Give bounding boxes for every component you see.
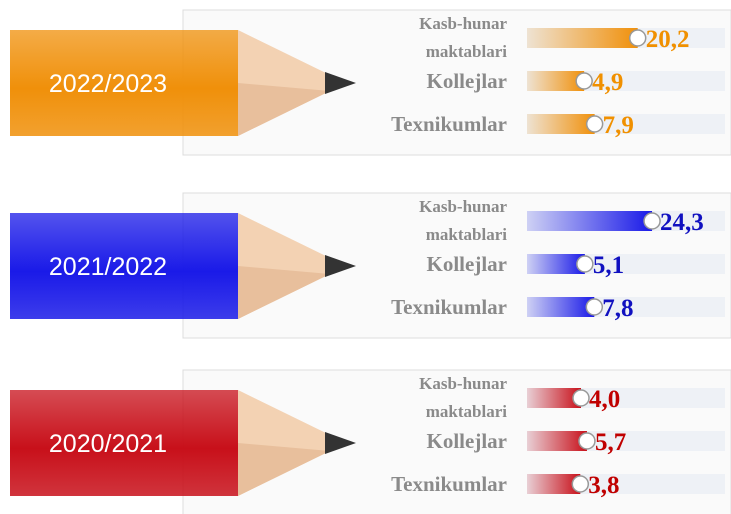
value-label: 5,7	[595, 429, 626, 456]
category-label: Kollejlar	[426, 252, 507, 276]
bar	[527, 71, 585, 91]
bar-knob	[575, 72, 593, 90]
bar-knob	[585, 298, 604, 316]
category-label: Kollejlar	[426, 69, 507, 93]
value-label: 4,0	[589, 386, 620, 413]
value-label: 5,1	[593, 252, 624, 279]
value-label: 24,3	[660, 209, 704, 236]
pencil-wood-shade	[238, 266, 330, 319]
bar-knob	[643, 212, 661, 230]
bar-knob	[578, 432, 596, 450]
pencil-title: 2020/2021	[49, 430, 167, 458]
value-label: 7,8	[602, 295, 633, 322]
bar	[527, 28, 638, 48]
category-label: Texnikumlar	[391, 112, 507, 136]
pencil-lead	[325, 255, 356, 277]
bar-knob	[576, 255, 594, 273]
category-label: Kasb-hunar maktablari	[419, 197, 507, 244]
pencil-title: 2022/2023	[49, 70, 167, 98]
bar	[527, 211, 653, 231]
pencil-wood-shade	[238, 83, 330, 136]
bar	[527, 254, 585, 274]
bar	[527, 474, 581, 494]
pencil-body	[10, 30, 238, 136]
bar	[527, 388, 581, 408]
pencil-lead	[325, 72, 356, 94]
bar-knob	[572, 389, 590, 407]
bar-knob	[628, 29, 647, 47]
category-label: Kasb-hunar maktablari	[419, 374, 507, 421]
value-label: 20,2	[646, 26, 690, 53]
pencil-wood-shade	[238, 443, 330, 496]
value-label: 7,9	[603, 112, 634, 139]
category-label: Kollejlar	[426, 429, 507, 453]
pencil-title: 2021/2022	[49, 253, 167, 281]
bar-knob	[585, 115, 604, 133]
bar	[527, 114, 595, 134]
bar	[527, 431, 587, 451]
bar-knob	[571, 475, 590, 493]
bar	[527, 297, 595, 317]
category-label: Texnikumlar	[391, 295, 507, 319]
pencil-lead	[325, 432, 356, 454]
value-label: 3,8	[588, 472, 619, 499]
pencil-body	[10, 390, 238, 496]
category-label: Kasb-hunar maktablari	[419, 14, 507, 61]
value-label: 4,9	[592, 69, 623, 96]
category-label: Texnikumlar	[391, 472, 507, 496]
pencil-body	[10, 213, 238, 319]
